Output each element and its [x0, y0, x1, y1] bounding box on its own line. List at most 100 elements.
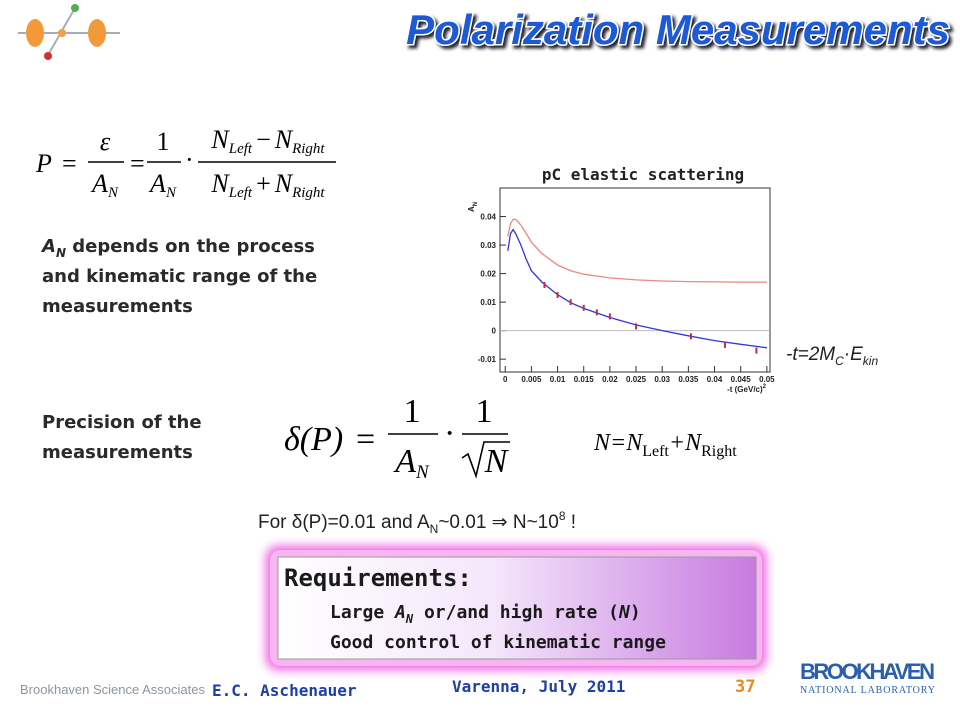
- plot-title: pC elastic scattering: [542, 165, 744, 184]
- y-axis-label: AN: [467, 202, 479, 212]
- formula-subscript: N: [107, 185, 119, 201]
- y-tick-label: -0.01: [478, 355, 497, 364]
- def-text: +N: [669, 430, 703, 456]
- for-text: !: [566, 512, 577, 533]
- y-tick-label: 0.02: [480, 270, 496, 279]
- axis-label-superscript: 2: [763, 384, 767, 390]
- x-tick-label: 0.035: [678, 375, 699, 384]
- formula-symbol: N: [210, 125, 230, 154]
- formula-subscript: N: [415, 462, 430, 483]
- for-line: For δ(P)=0.01 and AN~0.01 ⇒ N~108 !: [258, 509, 576, 536]
- note-line: and kinematic range of the: [42, 266, 317, 287]
- footer: Brookhaven Science Associates E.C. Asche…: [20, 659, 935, 700]
- requirements-line: Large AN or/and high rate (N): [330, 602, 641, 626]
- note-text: depends on the process: [66, 236, 315, 257]
- req-text: ): [630, 602, 641, 623]
- req-text: or/and high rate (: [413, 602, 619, 623]
- formula-symbol: N: [274, 125, 294, 154]
- y-tick-label: 0.01: [480, 298, 496, 307]
- formula-number: 1: [404, 393, 421, 430]
- data-point: [543, 281, 546, 288]
- formula-operator: =: [62, 149, 77, 178]
- formula-term: NLeft + NRight: [210, 169, 325, 201]
- for-superscript: 8: [559, 509, 566, 523]
- def-subscript: Right: [701, 443, 737, 460]
- formula-symbol: A: [90, 169, 108, 198]
- data-point: [569, 299, 572, 306]
- curve: [507, 218, 767, 283]
- formula-symbol: P: [35, 149, 52, 178]
- note-line: measurements: [42, 296, 193, 317]
- footer-org: Brookhaven Science Associates: [20, 682, 205, 697]
- formula-operator: −: [256, 125, 271, 154]
- formula-symbol: A: [393, 443, 416, 480]
- for-subscript: N: [430, 522, 439, 536]
- curve: [507, 228, 767, 349]
- formula-operator: +: [256, 169, 271, 198]
- formula-subscript: Left: [228, 141, 253, 157]
- formula-number: 1: [157, 127, 170, 156]
- formula-number: 1: [476, 393, 493, 430]
- x-tick-label: 0.01: [550, 375, 566, 384]
- y-tick-label: 0.04: [480, 213, 496, 222]
- req-symbol: N: [618, 602, 631, 623]
- note-line: Precision of the: [42, 412, 202, 433]
- note-subscript: N: [56, 246, 66, 260]
- x-tick-label: 0.03: [654, 375, 670, 384]
- slide-title: Polarization Measurements: [406, 6, 950, 53]
- x-axis-label: -t (GeV/c)2: [727, 384, 767, 394]
- formula-subscript: Right: [291, 185, 325, 201]
- data-point: [556, 291, 559, 298]
- y-tick-label: 0: [492, 327, 497, 336]
- page-number: 37: [735, 677, 755, 697]
- formula-symbol: A: [148, 169, 166, 198]
- formula-operator: ·: [185, 145, 194, 174]
- def-text: N=N: [593, 430, 644, 456]
- sqrt-sign: [461, 441, 510, 479]
- for-text: For δ(P)=0.01 and A: [258, 512, 430, 533]
- note-line: measurements: [42, 442, 193, 463]
- logo-text: BROOKHAVEN: [800, 659, 935, 684]
- formula-symbol: N: [274, 169, 294, 198]
- req-symbol: A: [394, 602, 406, 623]
- formula-operator: =: [130, 149, 145, 178]
- x-tick-label: 0.005: [521, 375, 542, 384]
- data-point: [689, 333, 692, 340]
- requirements-title: Requirements:: [284, 564, 472, 592]
- axis-label-text: -t (GeV/c): [727, 385, 763, 394]
- formula-subscript: Left: [228, 185, 253, 201]
- formula-term: AN: [393, 443, 430, 483]
- note-symbol: A: [40, 236, 56, 257]
- def-subscript: Left: [642, 443, 669, 460]
- requirements-box: Requirements: Large AN or/and high rate …: [266, 546, 766, 670]
- an-plot: pC elastic scattering AN -t (GeV/c)2 -0.…: [467, 165, 775, 394]
- formula-subscript: N: [165, 185, 177, 201]
- header-logo: [18, 4, 120, 60]
- formula-symbol: ε: [100, 127, 111, 156]
- def-text: -t=2M: [786, 344, 835, 365]
- def-text: ·E: [844, 344, 863, 365]
- footer-venue: Varenna, July 2011: [452, 677, 625, 696]
- formula-term: δ(P): [284, 421, 343, 458]
- an-note: AN depends on the process and kinematic …: [40, 236, 317, 317]
- def-subscript: kin: [863, 354, 879, 368]
- x-tick-label: 0.015: [574, 375, 595, 384]
- formula-term: AN: [90, 169, 119, 201]
- precision-note: Precision of the measurements: [42, 412, 202, 463]
- t-definition: -t=2MC·Ekin: [786, 344, 878, 368]
- x-tick-label: 0.04: [707, 375, 723, 384]
- formula-term: AN: [148, 169, 177, 201]
- x-tick-label: 0: [503, 375, 508, 384]
- x-tick-label: 0.05: [759, 375, 775, 384]
- formula-operator: =: [356, 421, 375, 458]
- data-point: [635, 323, 638, 330]
- formula-operator: ·: [444, 415, 455, 452]
- n-definition: N=NLeft+NRight: [593, 430, 737, 460]
- data-point: [724, 341, 726, 348]
- def-subscript: C: [835, 354, 844, 368]
- data-point: [582, 304, 585, 311]
- x-tick-label: 0.02: [602, 375, 618, 384]
- formula-precision: δ(P) = 1 AN · 1 N: [284, 393, 510, 483]
- formula-symbol: N: [484, 443, 510, 480]
